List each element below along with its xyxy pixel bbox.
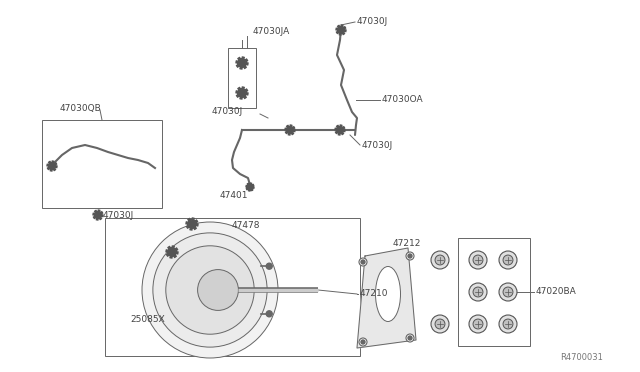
Polygon shape	[335, 125, 345, 135]
Circle shape	[361, 340, 365, 344]
Text: R4700031: R4700031	[560, 353, 603, 362]
Bar	[42, 120, 162, 208]
Text: 47030OA: 47030OA	[382, 96, 424, 105]
Polygon shape	[357, 248, 416, 348]
Circle shape	[435, 255, 445, 265]
Circle shape	[408, 254, 412, 258]
Polygon shape	[166, 246, 178, 258]
Polygon shape	[236, 57, 248, 69]
Circle shape	[503, 287, 513, 297]
Polygon shape	[236, 87, 248, 99]
Circle shape	[266, 311, 272, 317]
Polygon shape	[47, 161, 57, 171]
Circle shape	[153, 233, 267, 347]
Circle shape	[469, 315, 487, 333]
Circle shape	[499, 283, 517, 301]
Text: 25085X: 25085X	[130, 315, 164, 324]
Circle shape	[503, 319, 513, 329]
Circle shape	[499, 251, 517, 269]
Text: 47030J: 47030J	[103, 211, 134, 219]
Text: 47210: 47210	[360, 289, 388, 298]
Polygon shape	[336, 25, 346, 35]
Circle shape	[473, 319, 483, 329]
Circle shape	[359, 258, 367, 266]
Circle shape	[499, 315, 517, 333]
Text: 47030J: 47030J	[212, 108, 243, 116]
Polygon shape	[186, 218, 198, 230]
Bar	[458, 238, 530, 346]
Bar	[228, 48, 256, 108]
Text: 47478: 47478	[232, 221, 260, 231]
Polygon shape	[246, 183, 254, 191]
Circle shape	[166, 246, 254, 334]
Circle shape	[198, 270, 239, 310]
Circle shape	[503, 255, 513, 265]
Circle shape	[473, 255, 483, 265]
Text: 47030QB: 47030QB	[60, 103, 102, 112]
Circle shape	[469, 283, 487, 301]
Text: 47020BA: 47020BA	[536, 288, 577, 296]
Polygon shape	[93, 210, 103, 220]
Text: 47212: 47212	[393, 240, 421, 248]
Circle shape	[435, 319, 445, 329]
Circle shape	[473, 287, 483, 297]
Ellipse shape	[376, 266, 401, 321]
Text: 47401: 47401	[220, 190, 248, 199]
Circle shape	[359, 338, 367, 346]
Circle shape	[431, 315, 449, 333]
Circle shape	[406, 334, 414, 342]
Circle shape	[406, 252, 414, 260]
Polygon shape	[285, 125, 295, 135]
Circle shape	[361, 260, 365, 264]
Circle shape	[431, 251, 449, 269]
Circle shape	[266, 263, 272, 269]
Text: 47030J: 47030J	[362, 141, 393, 150]
Circle shape	[142, 222, 278, 358]
Circle shape	[469, 251, 487, 269]
Circle shape	[408, 336, 412, 340]
Bar	[105, 218, 360, 356]
Text: 47030J: 47030J	[357, 17, 388, 26]
Text: 47030JA: 47030JA	[253, 28, 291, 36]
